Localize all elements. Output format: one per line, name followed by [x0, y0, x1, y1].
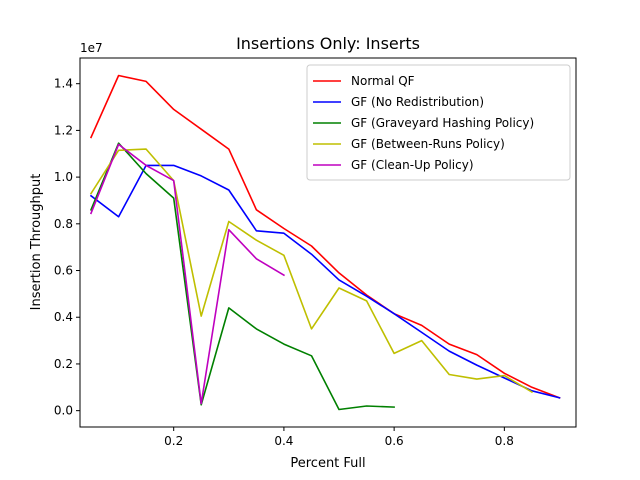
x-tick-label: 0.2: [164, 434, 183, 448]
x-axis-label: Percent Full: [290, 456, 365, 471]
x-axis-ticks: 0.2 0.4 0.6 0.8: [164, 427, 514, 448]
legend-label: GF (Graveyard Hashing Policy): [351, 116, 534, 130]
y-tick-label: 0.2: [54, 357, 73, 371]
chart-title: Insertions Only: Inserts: [236, 34, 420, 53]
plot-lines: [89, 74, 561, 411]
legend-label: GF (No Redistribution): [351, 95, 484, 109]
x-tick-label: 0.4: [274, 434, 293, 448]
y-tick-label: 1.4: [54, 77, 73, 91]
y-axis-label: Insertion Throughput: [29, 174, 44, 311]
legend: Normal QF GF (No Redistribution) GF (Grave…: [306, 64, 571, 181]
y-axis-ticks: 0.0 0.2 0.4 0.6 0.8 1.0 1.2 1.4: [54, 77, 80, 418]
x-tick-label: 0.8: [495, 434, 514, 448]
y-tick-label: 0.8: [54, 217, 73, 231]
y-tick-label: 0.0: [54, 404, 73, 418]
legend-label: GF (Between-Runs Policy): [351, 137, 505, 151]
legend-label: Normal QF: [351, 74, 415, 88]
legend-box: [306, 64, 571, 181]
series-line-1: [89, 164, 561, 399]
series-line-0: [89, 74, 561, 399]
legend-label: GF (Clean-Up Policy): [351, 158, 474, 172]
series-line-4: [89, 143, 285, 405]
y-tick-label: 0.4: [54, 310, 73, 324]
series-line-2: [89, 142, 395, 411]
series-line-3: [89, 148, 533, 394]
y-tick-label: 1.2: [54, 123, 73, 137]
y-tick-label: 0.6: [54, 264, 73, 278]
x-tick-label: 0.6: [385, 434, 404, 448]
y-axis-offset-label: 1e7: [80, 41, 103, 55]
plot-frame: [79, 57, 577, 428]
y-tick-label: 1.0: [54, 170, 73, 184]
